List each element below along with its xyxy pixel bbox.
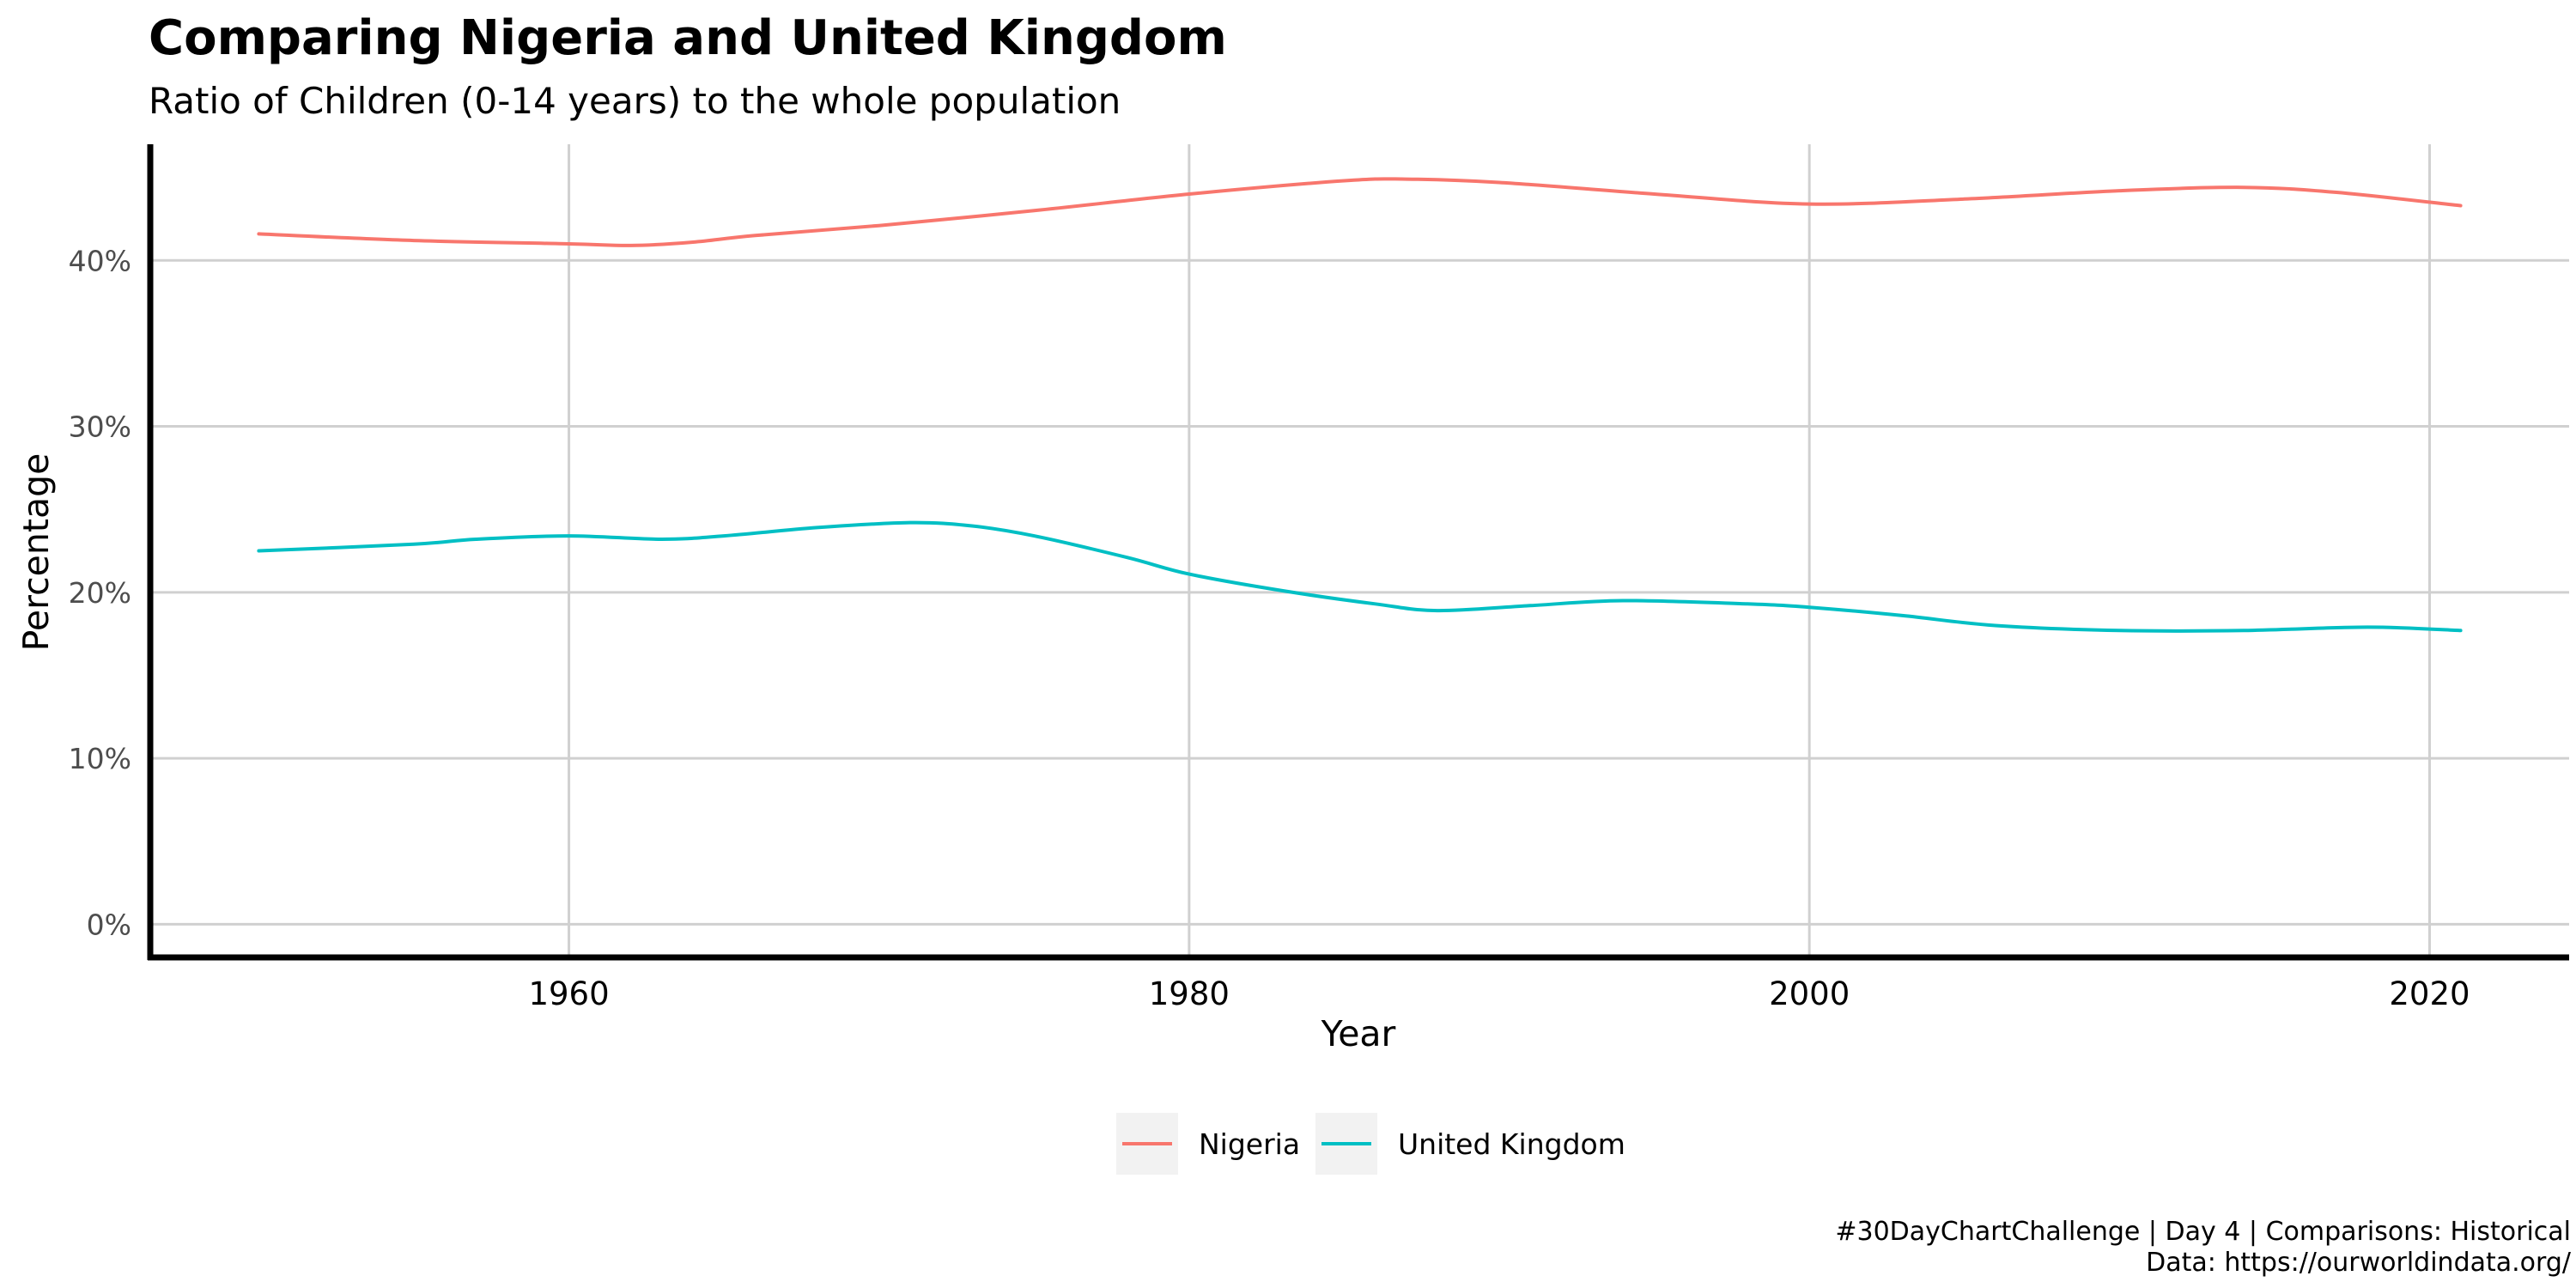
caption-line-1: #30DayChartChallenge | Day 4 | Compariso… xyxy=(1835,1217,2571,1247)
y-tick-label: 30% xyxy=(69,410,131,444)
legend-label-nigeria: Nigeria xyxy=(1199,1127,1300,1161)
caption-line-2: Data: https://ourworldindata.org/ xyxy=(2146,1248,2572,1278)
x-tick-label: 2000 xyxy=(1769,975,1850,1012)
series-line-united-kingdom xyxy=(257,520,2463,633)
y-tick-label: 0% xyxy=(87,908,131,941)
x-tick-label: 1980 xyxy=(1149,975,1230,1012)
legend: Nigeria United Kingdom xyxy=(1116,1113,1625,1175)
x-axis-title: Year xyxy=(1321,1013,1396,1054)
y-tick-label: 10% xyxy=(69,742,131,775)
y-tick-label: 20% xyxy=(69,576,131,610)
y-axis-ticks: 0% 10% 20% 30% 40% xyxy=(69,244,131,941)
y-axis-title: Percentage xyxy=(15,453,57,652)
chart-subtitle: Ratio of Children (0-14 years) to the wh… xyxy=(149,80,1121,122)
series-lines xyxy=(257,177,2463,633)
x-tick-label: 2020 xyxy=(2389,975,2470,1012)
x-tick-label: 1960 xyxy=(528,975,609,1012)
chart-title: Comparing Nigeria and United Kingdom xyxy=(149,10,1227,66)
series-line-nigeria xyxy=(257,177,2463,247)
legend-label-united-kingdom: United Kingdom xyxy=(1398,1127,1625,1161)
y-tick-label: 40% xyxy=(69,244,131,277)
x-axis-ticks: 1960 1980 2000 2020 xyxy=(528,975,2470,1012)
gridlines xyxy=(150,144,2569,957)
